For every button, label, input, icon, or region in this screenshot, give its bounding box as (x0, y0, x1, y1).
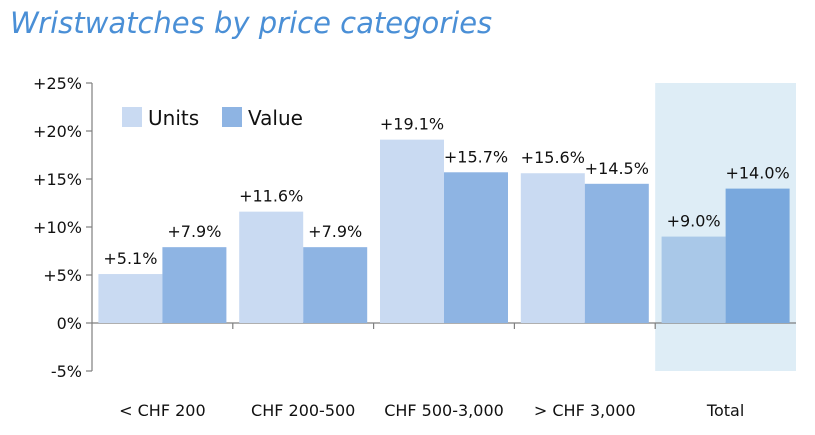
data-label: +19.1% (380, 115, 444, 134)
data-label: +11.6% (239, 187, 303, 206)
value-bar (444, 172, 508, 323)
units-bar (661, 236, 726, 323)
data-label: +5.1% (103, 249, 157, 268)
y-tick-label: +15% (33, 170, 82, 189)
y-tick-label: +5% (43, 266, 82, 285)
legend-units-swatch (122, 107, 142, 127)
data-label: +14.5% (585, 159, 649, 178)
data-label: +15.6% (521, 148, 585, 167)
x-category-label: > CHF 3,000 (534, 401, 636, 420)
y-tick-label: -5% (51, 362, 82, 381)
x-category-label: < CHF 200 (119, 401, 206, 420)
data-label: +7.9% (167, 222, 221, 241)
units-bar (520, 173, 585, 323)
units-bar (380, 139, 444, 323)
x-category-label: CHF 500-3,000 (384, 401, 504, 420)
units-bar (239, 211, 304, 323)
units-bar (98, 274, 163, 323)
x-category-label: Total (706, 401, 744, 420)
value-bar (162, 247, 227, 323)
y-tick-label: +10% (33, 218, 82, 237)
value-bar (303, 247, 368, 323)
legend-units-label: Units (148, 106, 199, 130)
data-label: +7.9% (308, 222, 362, 241)
legend-value-swatch (222, 107, 242, 127)
value-bar (725, 188, 790, 323)
legend-value-label: Value (248, 106, 303, 130)
y-tick-label: +25% (33, 74, 82, 93)
chart-title: Wristwatches by price categories (10, 6, 493, 40)
data-label: +15.7% (444, 147, 508, 166)
x-category-label: CHF 200-500 (251, 401, 355, 420)
data-label: +9.0% (667, 212, 721, 231)
data-label: +14.0% (725, 164, 789, 183)
y-tick-label: 0% (57, 314, 82, 333)
y-tick-label: +20% (33, 122, 82, 141)
value-bar (584, 183, 649, 323)
